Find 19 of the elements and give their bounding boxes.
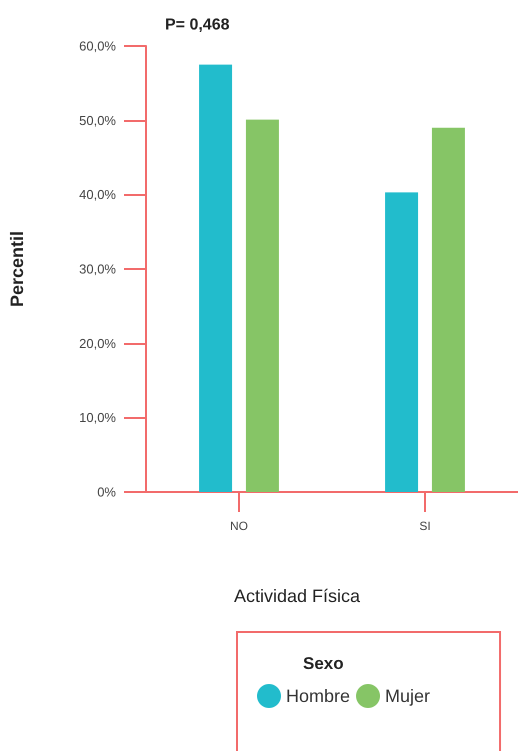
y-tick-label: 0% [97,484,116,500]
x-tick-label: NO [230,519,248,533]
y-tick-label: 10,0% [79,410,116,426]
y-tick-label: 50,0% [79,112,116,128]
legend-title: Sexo [303,654,344,673]
y-axis-title: Percentil [7,230,27,308]
bar [246,120,279,492]
legend-label: Mujer [385,686,430,706]
legend-label: Hombre [286,686,350,706]
x-tick-label: SI [419,519,431,533]
x-axis-title: Actividad Física [234,586,362,606]
bar [432,128,465,492]
y-tick-label: 30,0% [79,262,116,276]
y-tick-label: 60,0% [79,38,116,54]
bar [385,192,418,492]
text: P= 0,468 [165,16,230,34]
bar [199,64,232,492]
y-tick-label: 40,0% [79,187,116,202]
y-tick-label: 20,0% [79,336,116,351]
